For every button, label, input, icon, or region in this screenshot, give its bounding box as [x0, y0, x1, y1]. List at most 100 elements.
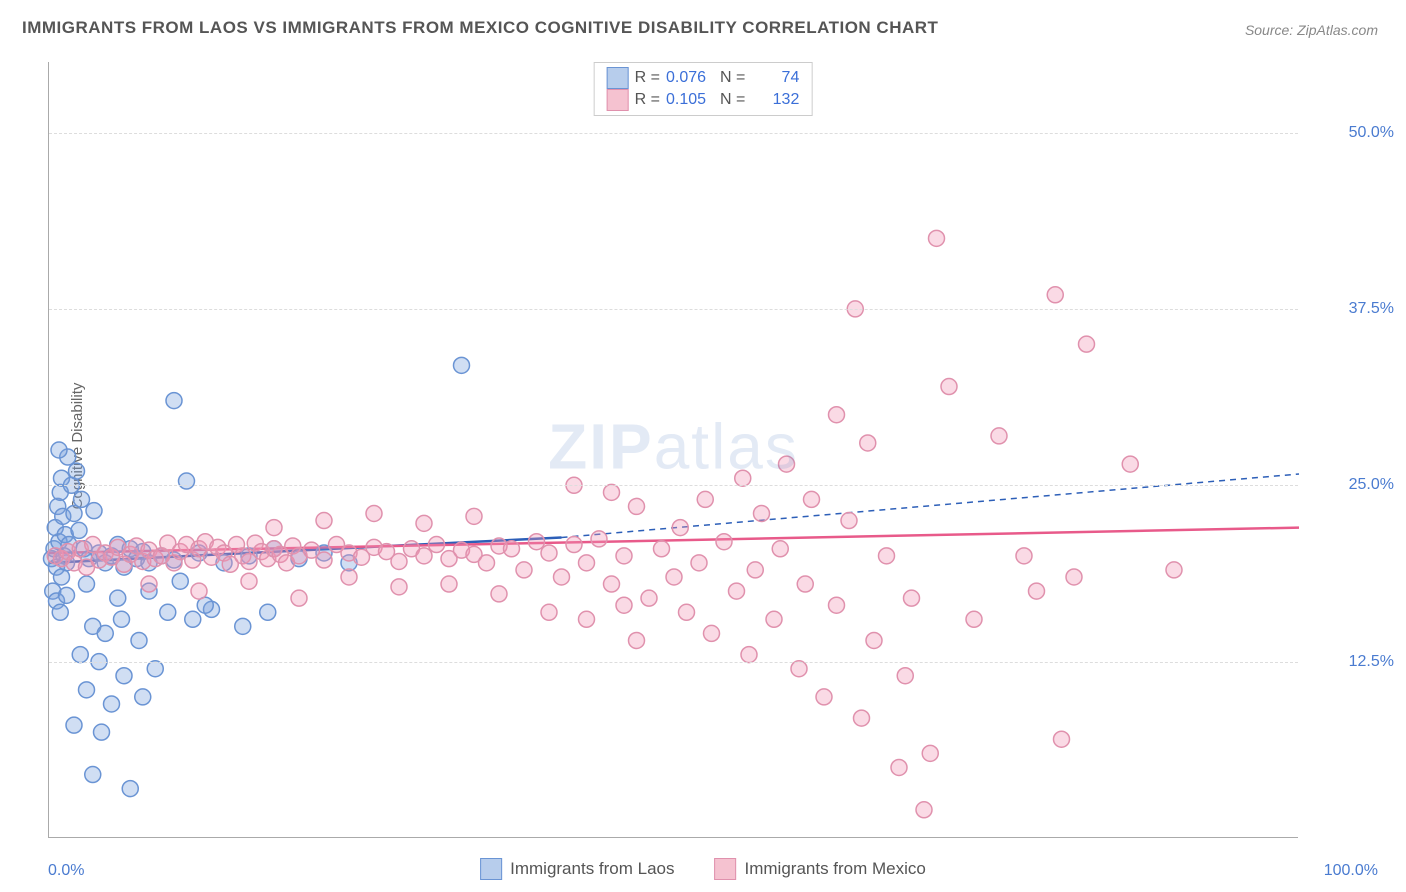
point-mexico: [866, 632, 882, 648]
point-laos: [114, 611, 130, 627]
r-value: 0.076: [666, 69, 714, 87]
point-laos: [66, 505, 82, 521]
n-value: 74: [751, 69, 799, 87]
y-tick: 25.0%: [1349, 476, 1394, 494]
point-mexico: [629, 632, 645, 648]
point-mexico: [466, 508, 482, 524]
point-laos: [69, 463, 85, 479]
legend-stats: R = 0.076 N = 74 R =0.105N =132: [594, 62, 813, 116]
point-mexico: [316, 513, 332, 529]
point-mexico: [891, 759, 907, 775]
point-mexico: [1066, 569, 1082, 585]
point-mexico: [141, 576, 157, 592]
legend-item-laos: Immigrants from Laos: [480, 858, 674, 880]
point-laos: [110, 590, 126, 606]
point-mexico: [341, 569, 357, 585]
plot-area: ZIPatlas: [48, 62, 1298, 838]
gridline: [49, 485, 1298, 486]
legend-label: Immigrants from Laos: [510, 859, 674, 879]
legend-stat-row-mexico: R =0.105N =132: [607, 89, 800, 111]
n-value: 132: [751, 91, 799, 109]
legend-stat-row-laos: R = 0.076 N = 74: [607, 67, 800, 89]
point-mexico: [579, 611, 595, 627]
point-mexico: [1079, 336, 1095, 352]
point-mexico: [691, 555, 707, 571]
x-tick-right: 100.0%: [1324, 862, 1378, 880]
point-mexico: [391, 553, 407, 569]
gridline: [49, 309, 1298, 310]
point-laos: [104, 696, 120, 712]
point-laos: [51, 442, 67, 458]
point-mexico: [1054, 731, 1070, 747]
point-mexico: [541, 545, 557, 561]
point-mexico: [241, 573, 257, 589]
point-mexico: [779, 456, 795, 472]
point-mexico: [616, 597, 632, 613]
point-mexico: [554, 569, 570, 585]
point-laos: [454, 357, 470, 373]
point-mexico: [616, 548, 632, 564]
point-mexico: [479, 555, 495, 571]
point-mexico: [741, 647, 757, 663]
point-laos: [116, 668, 132, 684]
point-laos: [260, 604, 276, 620]
point-laos: [185, 611, 201, 627]
point-mexico: [829, 597, 845, 613]
point-mexico: [429, 537, 445, 553]
point-mexico: [766, 611, 782, 627]
x-tick-left: 0.0%: [48, 862, 84, 880]
point-laos: [79, 682, 95, 698]
point-mexico: [191, 583, 207, 599]
y-tick: 12.5%: [1349, 653, 1394, 671]
point-mexico: [504, 541, 520, 557]
legend-bottom: Immigrants from Laos Immigrants from Mexi…: [480, 858, 926, 880]
point-mexico: [729, 583, 745, 599]
point-mexico: [541, 604, 557, 620]
point-mexico: [441, 576, 457, 592]
point-mexico: [747, 562, 763, 578]
point-laos: [235, 618, 251, 634]
point-mexico: [797, 576, 813, 592]
legend-swatch-laos: [607, 67, 629, 89]
point-laos: [122, 781, 138, 797]
point-laos: [71, 522, 87, 538]
point-mexico: [672, 520, 688, 536]
gridline: [49, 662, 1298, 663]
point-mexico: [1029, 583, 1045, 599]
point-laos: [86, 503, 102, 519]
point-mexico: [416, 515, 432, 531]
point-mexico: [897, 668, 913, 684]
y-tick: 50.0%: [1349, 124, 1394, 142]
point-laos: [97, 625, 113, 641]
point-mexico: [704, 625, 720, 641]
legend-swatch-laos: [480, 858, 502, 880]
r-label: R =: [635, 69, 660, 87]
point-mexico: [991, 428, 1007, 444]
point-mexico: [1166, 562, 1182, 578]
point-mexico: [1016, 548, 1032, 564]
point-mexico: [604, 484, 620, 500]
point-mexico: [1047, 287, 1063, 303]
point-mexico: [754, 505, 770, 521]
point-mexico: [916, 802, 932, 818]
point-mexico: [266, 520, 282, 536]
point-mexico: [591, 531, 607, 547]
point-mexico: [735, 470, 751, 486]
point-laos: [59, 587, 75, 603]
legend-swatch-mexico: [607, 89, 629, 111]
legend-item-mexico: Immigrants from Mexico: [715, 858, 926, 880]
point-laos: [66, 717, 82, 733]
point-mexico: [697, 491, 713, 507]
point-mexico: [366, 505, 382, 521]
scatter-points-svg: [49, 62, 1298, 837]
point-mexico: [922, 745, 938, 761]
gridline: [49, 133, 1298, 134]
point-laos: [172, 573, 188, 589]
point-mexico: [529, 534, 545, 550]
point-mexico: [641, 590, 657, 606]
point-mexico: [804, 491, 820, 507]
point-mexico: [629, 498, 645, 514]
point-mexico: [566, 537, 582, 553]
point-mexico: [966, 611, 982, 627]
n-label: N =: [720, 69, 745, 87]
